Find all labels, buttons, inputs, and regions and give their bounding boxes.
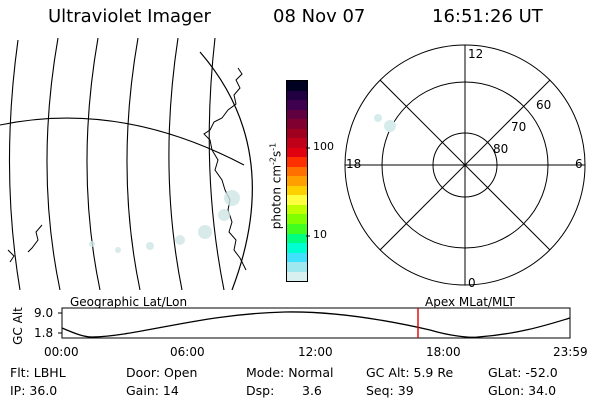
- mlat-label-70: 70: [511, 120, 527, 134]
- mlat-label-80: 80: [493, 142, 509, 156]
- info-door: Door: Open: [126, 365, 198, 380]
- colorbar-swatch: [287, 262, 307, 272]
- timeline-tick-1800: 18:00: [426, 345, 461, 359]
- colorbar-swatch: [287, 147, 307, 158]
- polar-emission-blob: [374, 114, 382, 122]
- map-meridian-line: [8, 39, 21, 290]
- emission-blob: [218, 209, 230, 221]
- mlt-label-18: 18: [346, 157, 362, 171]
- observation-date: 08 Nov 07: [273, 6, 366, 27]
- info-gain: Gain: 14: [126, 383, 179, 398]
- colorbar-swatch: [287, 128, 307, 139]
- coastline: [7, 249, 15, 263]
- colorbar-swatch: [287, 100, 307, 110]
- emission-blob: [89, 241, 95, 247]
- emission-blob: [224, 190, 240, 206]
- instrument-title: Ultraviolet Imager: [48, 6, 211, 27]
- map-meridian-line: [208, 38, 225, 290]
- timeline-frame: [61, 307, 571, 339]
- colorbar-swatch: [287, 243, 307, 253]
- colorbar-swatch: [287, 166, 307, 177]
- colorbar-swatch: [287, 157, 307, 167]
- colorbar-swatch: [287, 223, 307, 234]
- map-meridian-line: [46, 38, 61, 290]
- map-meridian-line: [168, 38, 183, 290]
- timeline-tick-0000: 00:00: [44, 345, 79, 359]
- info-dsp-label: Dsp:: [246, 383, 275, 398]
- orbit-altitude-curve: [61, 311, 571, 338]
- colorbar-swatch: [287, 252, 307, 263]
- colorbar-tick-100: 100: [313, 140, 334, 153]
- timeline-tick-2359: 23:59: [553, 345, 588, 359]
- map-meridian-line: [126, 38, 141, 290]
- info-gc-alt: GC Alt: 5.9 Re: [366, 365, 454, 380]
- colorbar-swatch: [287, 233, 307, 244]
- colorbar-swatch: [287, 90, 307, 101]
- map-limb-arc: [199, 51, 253, 290]
- coastline: [27, 224, 43, 253]
- emission-blob: [175, 235, 185, 245]
- emission-blob: [198, 225, 212, 239]
- timeline-right-title: Apex MLat/MLT: [425, 295, 515, 309]
- timeline-tick-1200: 12:00: [298, 345, 333, 359]
- colorbar-swatch: [287, 204, 307, 215]
- colorbar-swatch: [287, 138, 307, 148]
- info-glon: GLon: 34.0: [488, 383, 557, 398]
- coastline: [203, 67, 247, 271]
- observation-time: 16:51:26 UT: [432, 6, 543, 27]
- info-glat: GLat: -52.0: [488, 365, 558, 380]
- colorbar-swatch: [287, 185, 307, 196]
- info-dsp-value: 3.6: [302, 383, 322, 398]
- info-seq: Seq: 39: [366, 383, 414, 398]
- timeline-y-max: 9.0: [34, 306, 54, 320]
- colorbar-swatch: [287, 176, 307, 186]
- colorbar: [286, 80, 308, 282]
- colorbar-swatch: [287, 214, 307, 224]
- colorbar-swatch: [287, 109, 307, 120]
- timeline-tick-0600: 06:00: [170, 345, 205, 359]
- mlt-label-0: 0: [468, 276, 476, 290]
- mlt-label-12: 12: [468, 47, 484, 61]
- mlat-label-60: 60: [536, 98, 552, 112]
- info-ip: IP: 36.0: [10, 383, 58, 398]
- polar-axis-diagonal: [379, 79, 551, 251]
- timeline-left-title: Geographic Lat/Lon: [70, 295, 188, 309]
- mlt-label-6: 6: [575, 157, 583, 171]
- emission-blob: [115, 247, 121, 253]
- polar-emission-blob: [384, 120, 396, 132]
- emission-blob: [146, 242, 154, 250]
- info-mode: Mode: Normal: [246, 365, 334, 380]
- colorbar-swatch: [287, 81, 307, 91]
- info-filter: Flt: LBHL: [10, 365, 66, 380]
- map-meridian-line: [86, 38, 101, 290]
- colorbar-tick-10: 10: [313, 228, 327, 241]
- colorbar-swatch: [287, 119, 307, 129]
- colorbar-swatch: [287, 271, 307, 282]
- timeline-y-min: 1.8: [34, 326, 54, 340]
- colorbar-swatch: [287, 195, 307, 205]
